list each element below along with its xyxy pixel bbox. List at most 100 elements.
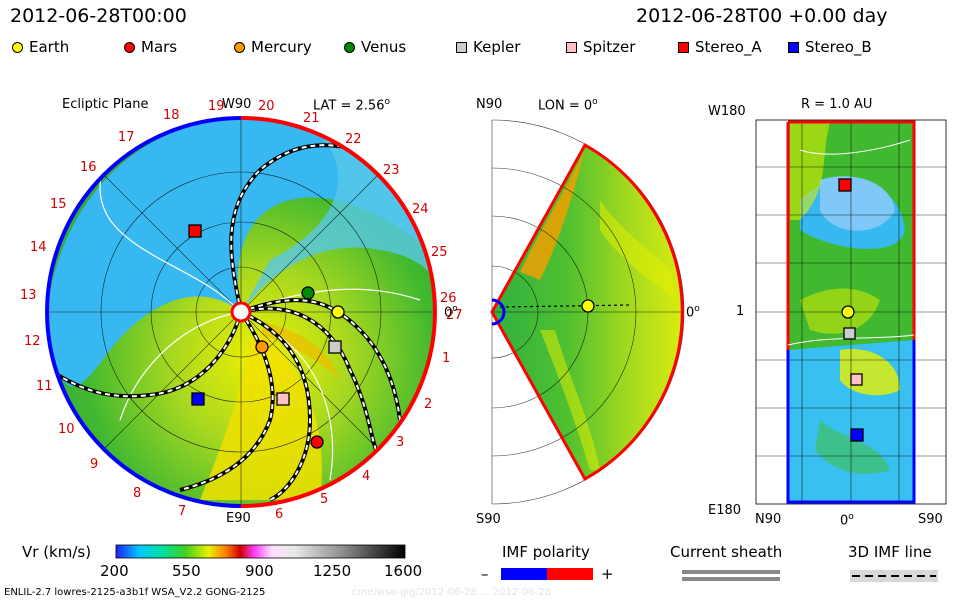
legend-venus-label: Venus <box>361 38 407 56</box>
ecliptic-bodies <box>188 224 345 449</box>
imf-minus: – <box>481 565 489 583</box>
ecliptic-title: Ecliptic Plane <box>62 97 149 112</box>
rotation-number: 14 <box>30 240 47 255</box>
rotation-number: 13 <box>20 288 37 303</box>
ecliptic-lat-label: LAT = 2.56o <box>313 97 390 113</box>
rotation-number: 27 <box>446 308 463 323</box>
sphere-x-degree: o <box>848 512 854 522</box>
lat-value: LAT = 2.56 <box>313 98 385 114</box>
rotation-number: 8 <box>133 486 141 501</box>
colorbar-tick: 200 <box>100 562 129 580</box>
rotation-number: 20 <box>258 99 275 114</box>
imf-negative-swatch <box>501 568 547 580</box>
venus-marker <box>301 286 315 300</box>
boundary-positive-arc <box>240 116 437 508</box>
legend-mercury-label: Mercury <box>251 38 312 56</box>
sphere-bottom-left: E180 <box>708 503 742 518</box>
legend-mars-label: Mars <box>141 38 178 56</box>
imf-plus: + <box>601 565 614 583</box>
meridional-zero: 0 <box>686 305 695 321</box>
meridional-lon-label: LON = 0o <box>538 97 598 113</box>
legend-spitzer: Spitzer <box>566 38 635 56</box>
rotation-number: 25 <box>431 245 448 260</box>
spitzer-marker <box>276 392 290 406</box>
sphere-left-mid: 1 <box>736 304 745 319</box>
sphere-x-mid: 0o <box>840 512 854 528</box>
mars-marker <box>310 435 324 449</box>
colorbar-tick: 1600 <box>384 562 423 580</box>
colorbar-tick: 900 <box>245 562 274 580</box>
legend-venus: Venus <box>344 38 406 56</box>
kepler-marker <box>328 340 342 354</box>
legend-mars: Mars <box>124 38 177 56</box>
boundary-negative-arc <box>45 116 242 508</box>
ecliptic-zero: 0 <box>444 305 453 321</box>
sphere-earth-marker <box>841 305 855 319</box>
sphere-x-left: N90 <box>755 512 782 527</box>
ecliptic-top-label: W90 <box>222 97 252 112</box>
colorbar-tick: 1250 <box>313 562 352 580</box>
fast-wind-region <box>200 330 322 500</box>
rotation-number: 10 <box>58 422 75 437</box>
stereo-a-marker <box>188 224 202 238</box>
rotation-number: 22 <box>345 132 362 147</box>
sphere-x-right: S90 <box>918 512 943 527</box>
rotation-number: 23 <box>383 163 400 178</box>
legend-earth-icon <box>12 41 23 53</box>
current-sheath-title: Current sheath <box>670 543 783 561</box>
legend-stereo-b-icon <box>788 41 799 53</box>
rotation-numbers: 1 2 3 4 5 6 7 8 9 10 11 12 13 14 15 16 1… <box>20 99 463 522</box>
imf-line-title: 3D IMF line <box>848 543 932 561</box>
legend-kepler: Kepler <box>456 38 520 56</box>
sphere-kepler-marker <box>843 327 856 340</box>
legend-stereo-a-icon <box>678 41 689 53</box>
rotation-number: 19 <box>208 99 225 114</box>
vr-colorbar <box>115 544 406 559</box>
rotation-number: 2 <box>424 397 432 412</box>
meridional-zero-degree: o <box>694 304 700 314</box>
rotation-number: 9 <box>90 457 98 472</box>
rotation-number: 15 <box>50 197 67 212</box>
meridional-top-label: N90 <box>476 97 503 112</box>
lon-value: LON = 0 <box>538 98 593 114</box>
header-time-right: 2012-06-28T00 +0.00 day <box>636 5 888 27</box>
rotation-number: 7 <box>178 504 186 519</box>
legend-venus-icon <box>344 41 355 53</box>
legend-earth: Earth <box>12 38 69 56</box>
stereo-b-marker <box>191 392 205 406</box>
sphere-panel <box>755 119 947 505</box>
sphere-title: R = 1.0 AU <box>801 97 873 112</box>
colorbar-label: Vr (km/s) <box>22 543 92 561</box>
legend-mars-icon <box>124 41 135 53</box>
sphere-spitzer-marker <box>850 373 863 386</box>
ecliptic-panel: 1 2 3 4 5 6 7 8 9 10 11 12 13 14 15 16 1… <box>20 99 463 522</box>
meridional-right-label: 0o <box>686 304 700 320</box>
sun-marker <box>230 301 252 323</box>
rotation-number: 16 <box>80 160 97 175</box>
legend-stereo-a: Stereo_A <box>678 38 762 56</box>
meridional-earth-marker <box>581 299 595 313</box>
ecliptic-bottom-label: E90 <box>226 511 251 526</box>
rotation-number: 12 <box>24 334 41 349</box>
ecliptic-right-label: 0o <box>444 304 458 320</box>
legend-kepler-label: Kepler <box>473 38 521 56</box>
ecliptic-zero-degree: o <box>452 304 458 314</box>
rotation-number: 26 <box>440 291 457 306</box>
sphere-stereo-a-marker <box>838 178 852 192</box>
rotation-number: 1 <box>442 351 450 366</box>
footer-watermark: cme/wsa-gig/2012-06-28 ... 2012-06-28 <box>352 587 551 598</box>
slow-wind-region <box>47 118 430 387</box>
rotation-number: 24 <box>412 202 429 217</box>
imf-polarity-title: IMF polarity <box>502 543 590 561</box>
colorbar-tick: 550 <box>172 562 201 580</box>
legend-earth-label: Earth <box>29 38 70 56</box>
legend-spitzer-icon <box>566 41 577 53</box>
imf-positive-swatch <box>547 568 593 580</box>
legend-stereo-b: Stereo_B <box>788 38 872 56</box>
meridional-imf-line <box>499 304 631 308</box>
sphere-negative-boundary <box>786 340 916 504</box>
rotation-number: 21 <box>303 111 320 126</box>
meridional-bottom-label: S90 <box>476 512 501 527</box>
sphere-top-left: W180 <box>708 104 746 119</box>
